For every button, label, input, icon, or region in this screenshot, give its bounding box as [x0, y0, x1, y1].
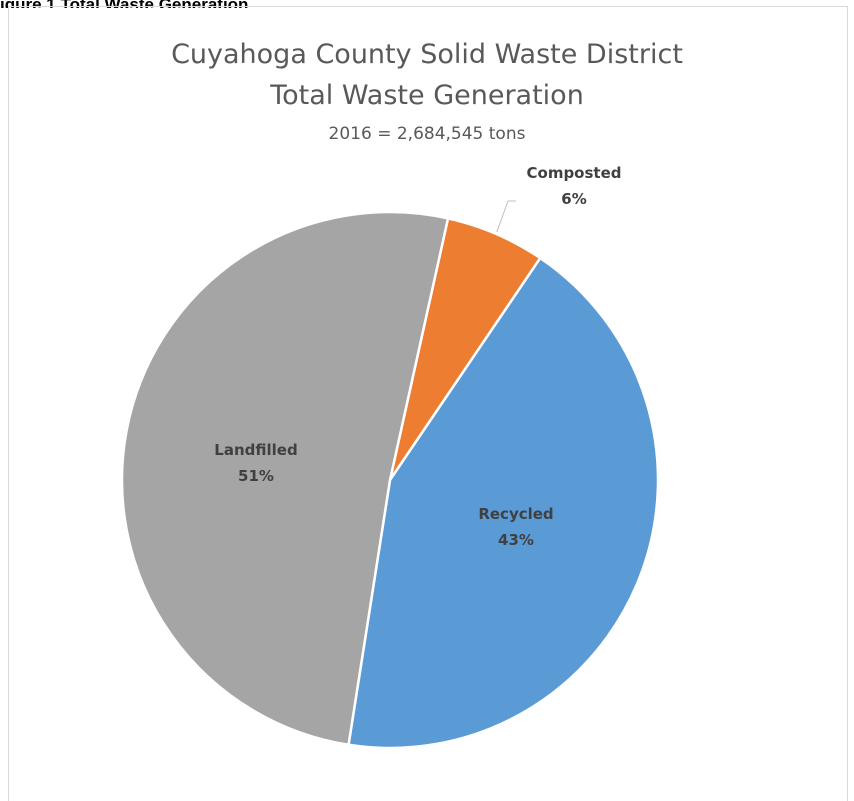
slice-label-value-landfilled: 51%	[238, 467, 274, 485]
slice-label-name-recycled: Recycled	[478, 505, 553, 523]
chart-subtitle: 2016 = 2,684,545 tons	[328, 124, 526, 144]
chart-frame	[8, 6, 848, 801]
pie-slice-recycled	[347, 256, 660, 750]
leader-line-composted	[496, 200, 516, 233]
pie-slices	[120, 210, 660, 750]
pie-labels: Composted 6% Recycled 43% Landfilled 51%	[214, 164, 621, 549]
slice-label-name-composted: Composted	[527, 164, 622, 182]
slice-label-value-composted: 6%	[561, 190, 586, 208]
chart-title-line-2: Total Waste Generation	[270, 80, 584, 111]
slice-label-name-landfilled: Landfilled	[214, 441, 297, 459]
chart-title-line-1: Cuyahoga County Solid Waste District	[171, 39, 683, 70]
pie-slice-landfilled	[120, 210, 450, 747]
figure-caption: igure 1 Total Waste Generation	[0, 0, 248, 8]
slice-label-value-recycled: 43%	[498, 531, 534, 549]
